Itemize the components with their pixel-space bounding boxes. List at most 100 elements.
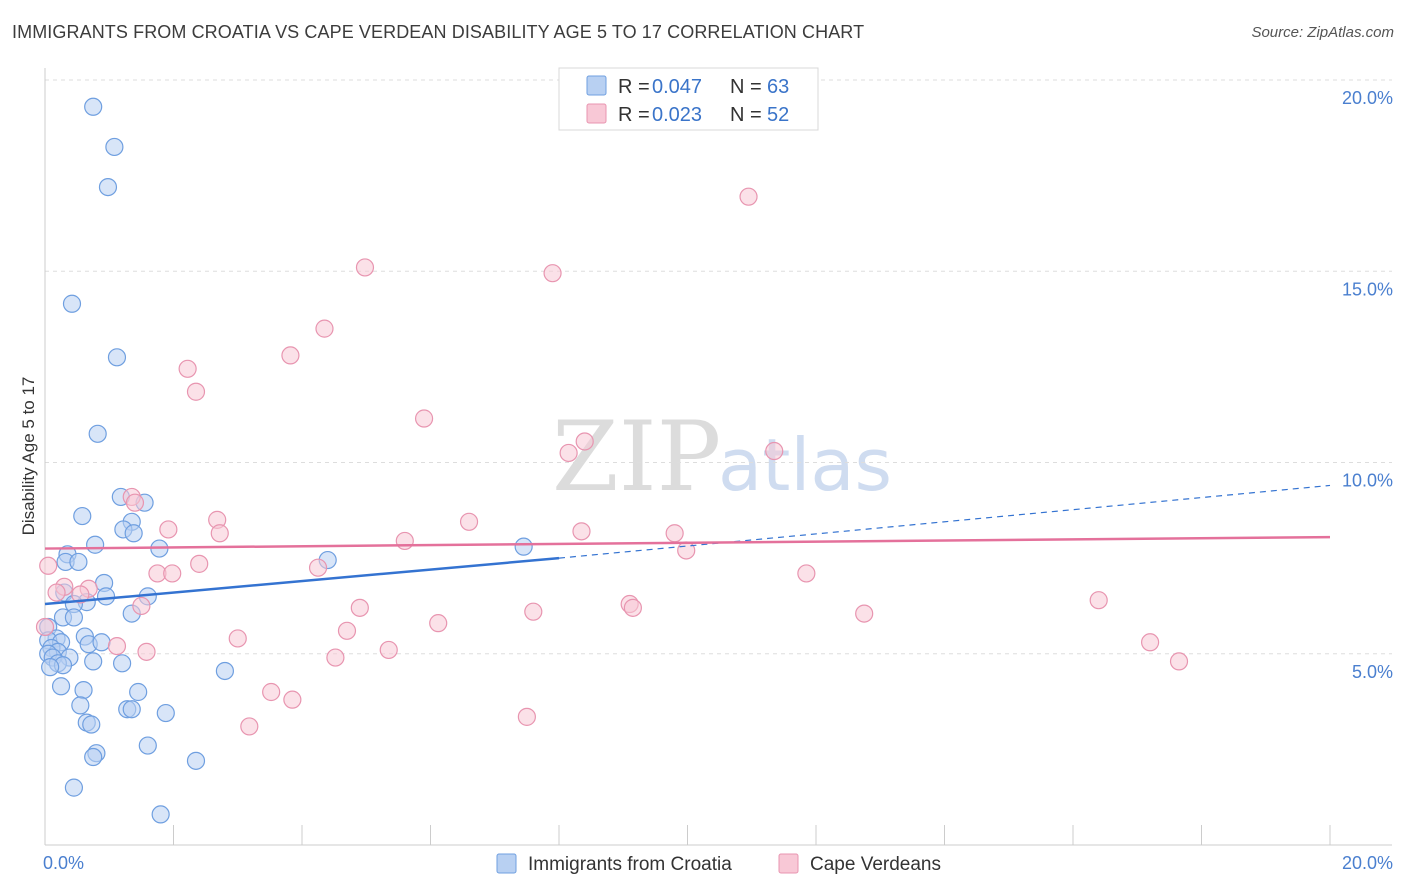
scatter-point	[765, 441, 784, 461]
scatter-point	[88, 424, 107, 443]
scatter-point	[281, 346, 300, 365]
scatter-point	[459, 512, 479, 531]
scatter-point	[283, 690, 302, 709]
scatter-point	[105, 137, 124, 157]
scatter-point	[315, 319, 334, 338]
bottom-legend-swatch-croatia	[496, 853, 517, 874]
scatter-point	[71, 696, 90, 715]
watermark-atlas: atlas	[718, 423, 892, 507]
legend-n-label-0: N =	[730, 76, 762, 98]
series-legend: Immigrants from Croatia Cape Verdeans	[496, 853, 941, 875]
scatter-point	[112, 654, 132, 673]
legend-n-label-1: N =	[730, 104, 762, 126]
scatter-point	[96, 587, 116, 606]
scatter-point	[84, 652, 103, 671]
scatter-point	[414, 409, 434, 428]
x-tick-label-min: 0.0%	[43, 853, 84, 873]
scatter-point	[210, 524, 229, 543]
y-axis-label: Disability Age 5 to 17	[19, 377, 38, 536]
scatter-point	[39, 556, 58, 575]
scatter-point	[429, 614, 448, 633]
scatter-point	[159, 520, 178, 539]
scatter-point	[677, 541, 696, 560]
scatter-point	[190, 554, 209, 573]
scatter-point	[41, 658, 60, 677]
scatter-point	[543, 264, 562, 283]
y-tick-labels: 5.0% 10.0% 15.0% 20.0%	[1342, 88, 1393, 682]
x-tick-labels: 0.0% 20.0%	[43, 853, 1393, 873]
trend-line-solid	[44, 535, 1331, 550]
scatter-point	[107, 348, 127, 367]
scatter-point	[559, 443, 578, 463]
scatter-point	[151, 805, 170, 824]
trend-line-solid	[44, 556, 560, 606]
scatter-point	[69, 552, 88, 572]
scatter-point	[125, 493, 145, 512]
stats-legend: R = 0.047 N = 63 R = 0.023 N = 52	[558, 67, 819, 131]
scatter-point	[178, 359, 197, 378]
scatter-point	[215, 661, 234, 681]
legend-swatch-cape-verdean	[586, 103, 607, 124]
scatter-point	[575, 432, 594, 451]
scatter-point	[51, 677, 71, 696]
bottom-legend-label-cape-verdean: Cape Verdeans	[810, 854, 941, 875]
scatter-point	[129, 682, 148, 702]
legend-n-value-1: 52	[767, 104, 789, 126]
scatter-point	[739, 187, 758, 206]
scatter-point	[572, 522, 591, 541]
scatter-point	[163, 564, 182, 583]
scatter-point	[71, 585, 90, 604]
scatter-point	[84, 747, 103, 767]
y-tick-label: 15.0%	[1342, 279, 1393, 299]
scatter-point	[1089, 591, 1108, 610]
scatter-point	[86, 535, 105, 554]
axes	[44, 68, 1392, 846]
legend-r-value-1: 0.023	[652, 104, 702, 126]
grid-lines	[45, 79, 1392, 655]
watermark-zip: ZIP	[552, 401, 721, 513]
scatter-point	[186, 751, 206, 770]
scatter-point	[73, 506, 92, 526]
scatter-point	[74, 680, 93, 700]
scatter-point	[337, 621, 357, 640]
scatter-point	[92, 633, 111, 652]
bottom-legend-label-croatia: Immigrants from Croatia	[528, 854, 732, 875]
scatter-point	[665, 524, 684, 543]
scatter-point	[240, 717, 259, 736]
y-tick-label: 5.0%	[1352, 662, 1393, 682]
scatter-point	[1140, 633, 1160, 652]
trend-line-dashed	[558, 484, 1331, 559]
scatter-point	[514, 537, 533, 556]
legend-r-value-0: 0.047	[652, 76, 702, 98]
legend-r-label-0: R =	[618, 76, 650, 98]
y-tick-label: 10.0%	[1342, 471, 1393, 491]
scatter-point	[82, 715, 101, 734]
scatter-point	[308, 558, 328, 577]
scatter-point	[138, 736, 157, 755]
scatter-point	[62, 294, 82, 313]
legend-n-value-0: 63	[767, 76, 789, 98]
scatter-point	[132, 596, 151, 616]
series-croatia-points	[39, 97, 533, 824]
legend-r-label-1: R =	[618, 104, 650, 126]
scatter-point	[122, 700, 141, 719]
scatter-point	[855, 604, 874, 623]
trend-lines	[44, 484, 1331, 606]
scatter-point	[524, 602, 543, 621]
scatter-point	[1169, 652, 1189, 671]
scatter-point	[137, 642, 156, 661]
scatter-point	[107, 636, 127, 656]
scatter-point	[355, 258, 375, 277]
scatter-point	[186, 382, 206, 401]
scatter-point	[262, 682, 281, 702]
series-cape-verdean-points	[35, 187, 1189, 736]
scatter-point	[35, 617, 55, 637]
legend-swatch-croatia	[586, 75, 607, 96]
scatter-point	[64, 778, 84, 797]
scatter-point	[517, 707, 536, 726]
scatter-point	[379, 640, 398, 660]
scatter-point	[156, 703, 175, 723]
chart-title: IMMIGRANTS FROM CROATIA VS CAPE VERDEAN …	[12, 22, 865, 42]
y-tick-label: 20.0%	[1342, 88, 1393, 108]
